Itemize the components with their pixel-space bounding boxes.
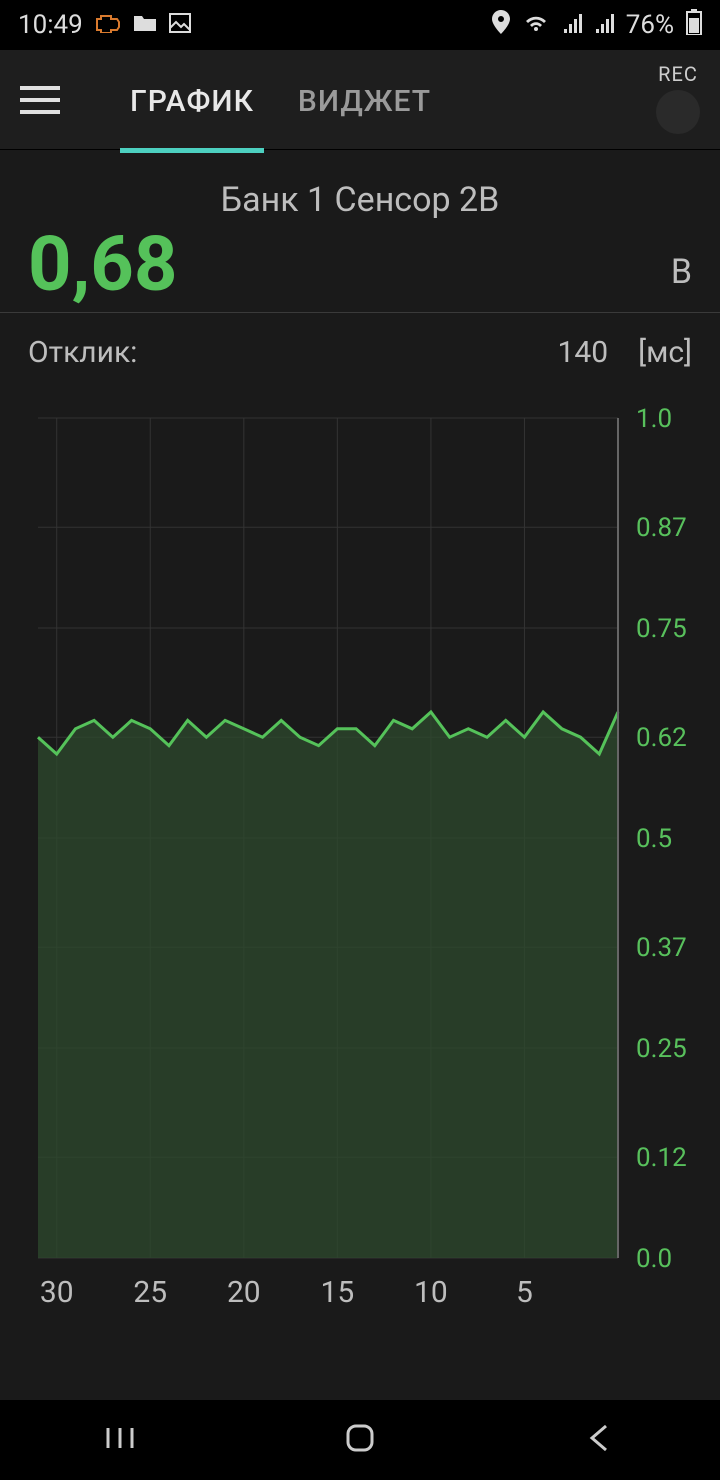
tabs: ГРАФИК ВИДЖЕТ bbox=[130, 50, 431, 149]
svg-text:20: 20 bbox=[227, 1275, 261, 1310]
engine-icon bbox=[95, 10, 121, 40]
response-value: 140 bbox=[558, 335, 609, 370]
status-time: 10:49 bbox=[18, 10, 83, 40]
chart-container: 1.0 0.87 0.75 0.62 0.5 0.37 0.25 0.12 0.0 30 25 20 1… bbox=[0, 388, 720, 1318]
response-unit: [мс] bbox=[638, 335, 692, 370]
back-button[interactable] bbox=[580, 1418, 620, 1462]
svg-text:0.12: 0.12 bbox=[636, 1143, 687, 1173]
svg-text:0.75: 0.75 bbox=[636, 614, 687, 644]
rec-label: REC bbox=[656, 62, 700, 86]
svg-text:0.62: 0.62 bbox=[636, 723, 687, 753]
system-nav-bar bbox=[0, 1400, 720, 1480]
folder-icon bbox=[133, 10, 157, 40]
svg-text:10: 10 bbox=[414, 1275, 448, 1310]
svg-text:25: 25 bbox=[133, 1275, 167, 1310]
image-icon bbox=[169, 10, 191, 40]
sensor-panel: Банк 1 Сенсор 2В 0,68 В bbox=[0, 150, 720, 313]
signal1-icon bbox=[562, 10, 582, 40]
sensor-title: Банк 1 Сенсор 2В bbox=[28, 180, 692, 220]
record-button[interactable]: REC bbox=[656, 62, 700, 134]
svg-text:5: 5 bbox=[516, 1275, 533, 1310]
tab-widget[interactable]: ВИДЖЕТ bbox=[298, 50, 431, 149]
status-bar: 10:49 76% bbox=[0, 0, 720, 50]
response-label: Отклик: bbox=[28, 335, 137, 370]
sensor-chart[interactable]: 1.0 0.87 0.75 0.62 0.5 0.37 0.25 0.12 0.0 30 25 20 1… bbox=[28, 408, 708, 1318]
svg-text:30: 30 bbox=[40, 1275, 74, 1310]
battery-icon bbox=[686, 9, 702, 42]
battery-pct: 76% bbox=[626, 10, 674, 40]
svg-text:15: 15 bbox=[320, 1275, 354, 1310]
svg-text:0.37: 0.37 bbox=[636, 933, 687, 963]
svg-text:0.0: 0.0 bbox=[636, 1244, 672, 1274]
svg-text:0.87: 0.87 bbox=[636, 513, 687, 543]
hamburger-icon bbox=[20, 86, 60, 114]
app-bar: ГРАФИК ВИДЖЕТ REC bbox=[0, 50, 720, 150]
menu-button[interactable] bbox=[0, 50, 80, 150]
signal2-icon bbox=[594, 10, 614, 40]
tab-graph[interactable]: ГРАФИК bbox=[130, 50, 254, 149]
sensor-unit: В bbox=[671, 252, 692, 302]
location-icon bbox=[492, 10, 510, 41]
svg-text:0.5: 0.5 bbox=[636, 824, 672, 854]
home-button[interactable] bbox=[340, 1418, 380, 1462]
response-row: Отклик: 140 [мс] bbox=[0, 313, 720, 388]
svg-text:0.25: 0.25 bbox=[636, 1034, 687, 1064]
wifi-icon bbox=[522, 10, 550, 40]
record-icon bbox=[656, 90, 700, 134]
svg-text:1.0: 1.0 bbox=[636, 408, 672, 434]
recents-button[interactable] bbox=[100, 1418, 140, 1462]
sensor-value: 0,68 bbox=[28, 226, 178, 302]
